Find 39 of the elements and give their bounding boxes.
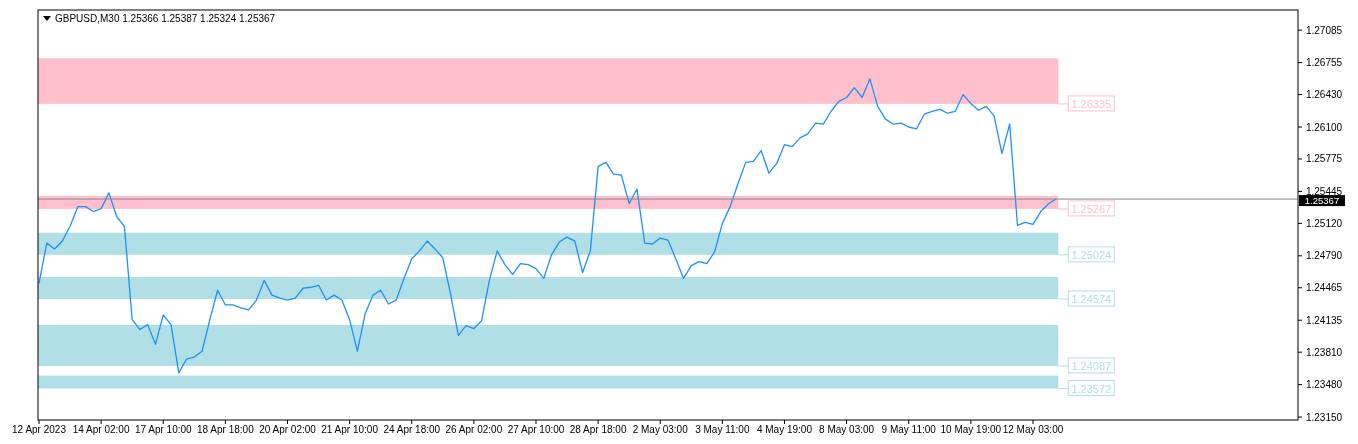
x-tick-label: 12 May 03:00 [1002,424,1064,435]
x-tick-label: 12 Apr 2023 [12,424,67,435]
y-tick-label: 1.25775 [1305,153,1343,165]
x-tick-label: 4 May 19:00 [756,424,813,435]
band-label: 1.24087 [1071,359,1112,372]
band-label: 1.25024 [1071,248,1112,261]
chart-title: GBPUSD,M30 1.25366 1.25387 1.25324 1.25367 [55,13,276,24]
x-tick-label: 17 Apr 10:00 [134,424,193,435]
y-tick-label: 1.24790 [1305,250,1343,262]
x-tick-label: 8 May 03:00 [819,424,875,435]
x-tick-label: 26 Apr 02:00 [445,424,503,435]
y-tick-label: 1.26430 [1305,89,1343,101]
line-series [38,78,1057,374]
x-tick-label: 18 Apr 18:00 [197,424,255,435]
band-label: 1.25267 [1071,202,1112,215]
x-tick-label: 3 May 11:00 [695,424,750,435]
y-tick-label: 1.24465 [1305,282,1343,294]
y-tick-label: 1.27085 [1305,24,1343,36]
x-tick-label: 20 Apr 02:00 [259,424,317,435]
y-tick-label: 1.26100 [1305,121,1343,133]
x-tick-label: 14 Apr 02:00 [72,424,130,435]
y-tick-label: 1.23810 [1305,346,1343,358]
y-tick-label: 1.26755 [1305,57,1343,69]
x-tick-label: 10 May 19:00 [940,424,1002,435]
band-label: 1.26335 [1071,97,1112,110]
y-tick-label: 1.25445 [1305,185,1343,197]
band-label: 1.23572 [1071,382,1112,395]
x-tick-label: 9 May 11:00 [881,424,937,435]
x-tick-label: 24 Apr 18:00 [383,424,441,435]
x-tick-label: 27 Apr 10:00 [507,424,565,435]
y-tick-label: 1.25120 [1305,217,1343,229]
y-tick-label: 1.23480 [1305,379,1343,391]
x-tick-label: 2 May 03:00 [632,424,689,435]
x-tick-label: 21 Apr 10:00 [321,424,379,435]
ref-line-label: 1.25367 [1304,195,1340,207]
x-tick-label: 28 Apr 18:00 [569,424,627,435]
band-label: 1.24574 [1071,293,1112,306]
y-tick-label: 1.24135 [1305,314,1343,326]
y-tick-label: 1.23150 [1305,411,1343,423]
